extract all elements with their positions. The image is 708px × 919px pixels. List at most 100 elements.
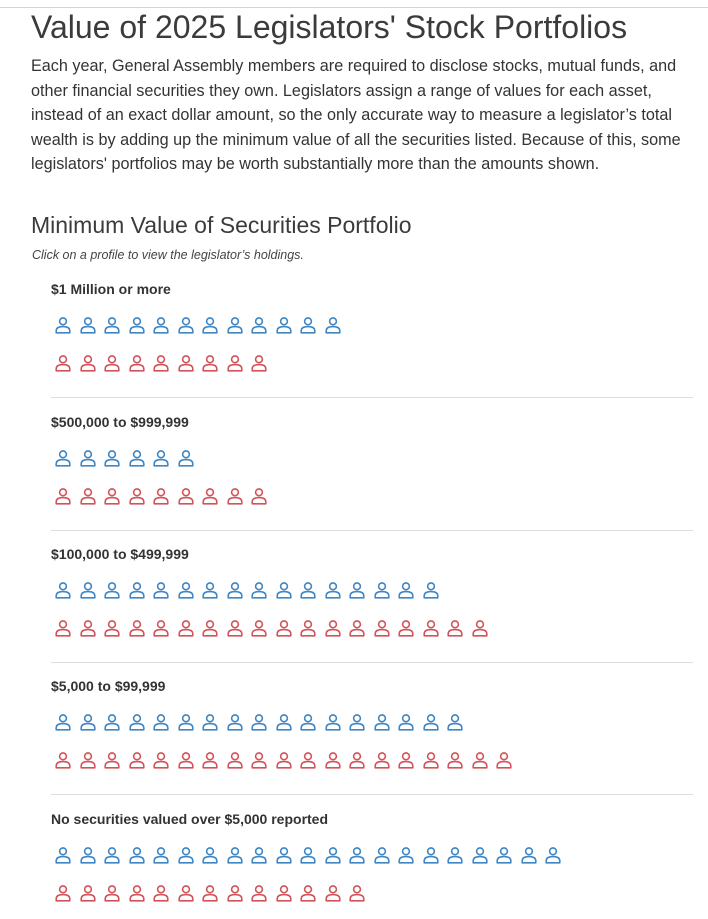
person-icon[interactable] (324, 619, 342, 637)
person-icon[interactable] (103, 354, 121, 372)
person-icon[interactable] (79, 316, 97, 334)
person-icon[interactable] (177, 713, 195, 731)
person-icon[interactable] (103, 713, 121, 731)
person-icon[interactable] (275, 846, 293, 864)
person-icon[interactable] (103, 316, 121, 334)
person-icon[interactable] (422, 751, 440, 769)
person-icon[interactable] (226, 846, 244, 864)
person-icon[interactable] (79, 619, 97, 637)
person-icon[interactable] (422, 713, 440, 731)
person-icon[interactable] (520, 846, 538, 864)
person-icon[interactable] (152, 619, 170, 637)
person-icon[interactable] (54, 846, 72, 864)
person-icon[interactable] (103, 751, 121, 769)
person-icon[interactable] (446, 619, 464, 637)
person-icon[interactable] (348, 713, 366, 731)
person-icon[interactable] (397, 619, 415, 637)
person-icon[interactable] (128, 581, 146, 599)
person-icon[interactable] (152, 449, 170, 467)
person-icon[interactable] (250, 713, 268, 731)
person-icon[interactable] (152, 487, 170, 505)
person-icon[interactable] (54, 487, 72, 505)
person-icon[interactable] (177, 581, 195, 599)
person-icon[interactable] (152, 316, 170, 334)
person-icon[interactable] (79, 581, 97, 599)
person-icon[interactable] (422, 581, 440, 599)
person-icon[interactable] (79, 354, 97, 372)
person-icon[interactable] (128, 619, 146, 637)
person-icon[interactable] (226, 581, 244, 599)
person-icon[interactable] (373, 751, 391, 769)
person-icon[interactable] (201, 354, 219, 372)
person-icon[interactable] (201, 581, 219, 599)
person-icon[interactable] (275, 581, 293, 599)
person-icon[interactable] (79, 751, 97, 769)
person-icon[interactable] (275, 884, 293, 902)
person-icon[interactable] (299, 713, 317, 731)
person-icon[interactable] (250, 846, 268, 864)
person-icon[interactable] (152, 581, 170, 599)
person-icon[interactable] (544, 846, 562, 864)
person-icon[interactable] (128, 884, 146, 902)
person-icon[interactable] (128, 449, 146, 467)
person-icon[interactable] (275, 751, 293, 769)
person-icon[interactable] (79, 884, 97, 902)
person-icon[interactable] (152, 846, 170, 864)
person-icon[interactable] (299, 316, 317, 334)
person-icon[interactable] (103, 581, 121, 599)
person-icon[interactable] (177, 751, 195, 769)
person-icon[interactable] (177, 487, 195, 505)
person-icon[interactable] (250, 316, 268, 334)
person-icon[interactable] (103, 487, 121, 505)
person-icon[interactable] (348, 581, 366, 599)
person-icon[interactable] (250, 354, 268, 372)
person-icon[interactable] (324, 713, 342, 731)
person-icon[interactable] (471, 751, 489, 769)
person-icon[interactable] (54, 619, 72, 637)
person-icon[interactable] (128, 751, 146, 769)
person-icon[interactable] (348, 884, 366, 902)
person-icon[interactable] (250, 619, 268, 637)
person-icon[interactable] (324, 884, 342, 902)
person-icon[interactable] (422, 846, 440, 864)
person-icon[interactable] (226, 713, 244, 731)
person-icon[interactable] (495, 846, 513, 864)
person-icon[interactable] (54, 581, 72, 599)
person-icon[interactable] (201, 316, 219, 334)
person-icon[interactable] (324, 581, 342, 599)
person-icon[interactable] (397, 751, 415, 769)
person-icon[interactable] (446, 846, 464, 864)
person-icon[interactable] (324, 751, 342, 769)
person-icon[interactable] (201, 619, 219, 637)
person-icon[interactable] (348, 751, 366, 769)
person-icon[interactable] (446, 751, 464, 769)
person-icon[interactable] (152, 354, 170, 372)
person-icon[interactable] (103, 449, 121, 467)
person-icon[interactable] (152, 884, 170, 902)
person-icon[interactable] (299, 751, 317, 769)
person-icon[interactable] (201, 487, 219, 505)
person-icon[interactable] (177, 846, 195, 864)
person-icon[interactable] (422, 619, 440, 637)
person-icon[interactable] (495, 751, 513, 769)
person-icon[interactable] (397, 581, 415, 599)
person-icon[interactable] (299, 884, 317, 902)
person-icon[interactable] (226, 354, 244, 372)
person-icon[interactable] (201, 884, 219, 902)
person-icon[interactable] (79, 713, 97, 731)
person-icon[interactable] (373, 619, 391, 637)
person-icon[interactable] (79, 449, 97, 467)
person-icon[interactable] (250, 751, 268, 769)
person-icon[interactable] (471, 846, 489, 864)
person-icon[interactable] (275, 713, 293, 731)
person-icon[interactable] (103, 846, 121, 864)
person-icon[interactable] (103, 884, 121, 902)
person-icon[interactable] (226, 619, 244, 637)
person-icon[interactable] (250, 884, 268, 902)
person-icon[interactable] (324, 316, 342, 334)
person-icon[interactable] (201, 846, 219, 864)
person-icon[interactable] (397, 713, 415, 731)
person-icon[interactable] (348, 846, 366, 864)
person-icon[interactable] (471, 619, 489, 637)
person-icon[interactable] (226, 316, 244, 334)
